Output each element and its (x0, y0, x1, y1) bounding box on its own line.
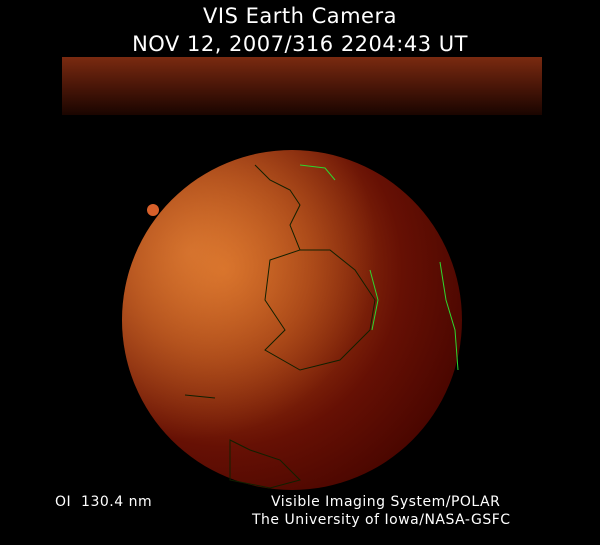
dayside-glow (122, 150, 462, 490)
filter-wavelength: OI 130.4 nm (55, 494, 153, 510)
institution-credit: The University of Iowa/NASA-GSFC (252, 512, 511, 528)
airglow-band (62, 57, 542, 115)
image-title: VIS Earth Camera (203, 4, 397, 28)
green-coastlines (299, 164, 459, 371)
instrument-credit: Visible Imaging System/POLAR (271, 494, 501, 510)
bright-spot (147, 204, 159, 216)
coastlines (184, 164, 376, 489)
image-timestamp: NOV 12, 2007/316 2204:43 UT (132, 32, 468, 56)
